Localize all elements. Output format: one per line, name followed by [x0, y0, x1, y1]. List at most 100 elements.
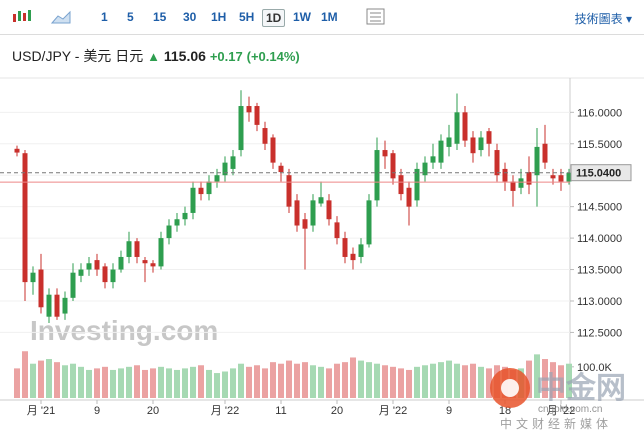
last-price-box	[570, 164, 632, 182]
candle-body	[502, 168, 508, 182]
tools-label[interactable]: 技術圖表	[574, 12, 623, 26]
candle-body	[446, 137, 452, 147]
candle-body	[566, 172, 572, 182]
y-tick-label: 114.5000	[577, 202, 622, 214]
volume-bar	[438, 362, 444, 398]
interval-button[interactable]: 1D	[262, 9, 286, 27]
x-tick-label: 9	[94, 405, 100, 417]
x-tick-label: 月 '22	[379, 405, 407, 417]
volume-bar	[174, 369, 180, 398]
volume-bar	[350, 357, 356, 398]
volume-bar	[126, 366, 132, 398]
volume-bar	[422, 365, 428, 398]
volume-bar	[566, 363, 572, 398]
interval-button[interactable]: 15	[153, 10, 167, 24]
candle-body	[454, 112, 460, 144]
candle-body	[342, 238, 348, 257]
volume-bar	[294, 363, 300, 398]
volume-bar	[358, 360, 364, 398]
volume-bar	[158, 366, 164, 398]
volume-bar	[526, 360, 532, 398]
x-tick-label: 月 '22	[547, 405, 575, 417]
volume-bar	[206, 369, 212, 398]
up-arrow: ▲	[147, 49, 160, 64]
candle-body	[526, 172, 532, 185]
x-tick-label: 20	[147, 405, 159, 417]
volume-bar	[286, 360, 292, 398]
change-pct: (+0.14%)	[246, 49, 300, 64]
y-tick-label: 113.5000	[577, 265, 622, 277]
candle-body	[518, 178, 524, 188]
candle-body	[118, 256, 124, 270]
volume-bar	[214, 373, 220, 398]
volume-bar	[342, 362, 348, 398]
toolbar: 1 5 15 30 1H 5H 1D 1W 1M 技術圖表 ▾	[0, 0, 644, 35]
volume-bar	[190, 366, 196, 398]
interval-button[interactable]: 5	[127, 10, 134, 24]
candle-body	[390, 153, 396, 179]
candle-body	[398, 175, 404, 195]
volume-bar	[46, 359, 52, 398]
candle-body	[174, 219, 180, 226]
volume-tick-label: 100.0K	[577, 362, 613, 374]
candle-body	[134, 241, 140, 257]
x-tick-label: 9	[446, 405, 452, 417]
candle-body	[54, 294, 60, 317]
watermark-slogan: 中文财经新媒体	[500, 416, 612, 431]
candle-body	[142, 260, 148, 264]
volume-bar	[486, 368, 492, 398]
interval-button[interactable]: 5H	[239, 10, 255, 24]
interval-button[interactable]: 1	[101, 10, 108, 24]
candle-body	[382, 150, 388, 157]
interval-button[interactable]: 30	[183, 10, 197, 24]
candle-body	[238, 106, 244, 151]
volume-bar	[134, 365, 140, 398]
candle-body	[494, 150, 500, 176]
volume-bar	[326, 368, 332, 398]
candle-body	[550, 175, 556, 179]
candle-body	[254, 106, 260, 125]
candle-body	[326, 200, 332, 220]
candle-body	[222, 162, 228, 176]
tools-link[interactable]: 技術圖表 ▾	[574, 12, 632, 26]
volume-bar	[238, 363, 244, 398]
chart-type-icons[interactable]	[12, 8, 82, 28]
candle-body	[70, 272, 76, 298]
watermark-brand: Investing.com	[30, 315, 218, 346]
quote-header: USD/JPY - 美元 日元 ▲ 115.06 +0.17 (+0.14%)	[12, 46, 300, 66]
candle-body	[558, 175, 564, 182]
y-tick-label: 115.5000	[577, 139, 622, 151]
candle-body	[438, 140, 444, 163]
volume-bar	[70, 363, 76, 398]
volume-bar	[318, 366, 324, 398]
x-tick-label: 月 '22	[211, 405, 239, 417]
watermark-site-name: 中金网	[536, 371, 626, 405]
interval-button[interactable]: 1M	[321, 10, 338, 24]
volume-bar	[54, 362, 60, 398]
candle-body	[262, 128, 268, 144]
candle-body	[478, 137, 484, 151]
candle-body	[366, 200, 372, 245]
candle-body	[22, 153, 28, 283]
watermark-url: cngold.com.cn	[538, 404, 602, 415]
x-tick-label: 11	[275, 405, 286, 417]
candle-body	[286, 175, 292, 207]
change: +0.17	[209, 49, 243, 64]
volume-bar	[270, 362, 276, 398]
volume-bar	[302, 362, 308, 398]
candle-body	[46, 294, 52, 317]
candle-body	[38, 269, 44, 308]
volume-bar	[310, 365, 316, 398]
candle-body	[462, 112, 468, 141]
candle-body	[230, 156, 236, 169]
candle-body	[270, 137, 276, 163]
volume-bar	[86, 369, 92, 398]
interval-button[interactable]: 1W	[293, 10, 311, 24]
volume-bar	[430, 363, 436, 398]
interval-button[interactable]: 1H	[211, 10, 227, 24]
candle-body	[182, 212, 188, 220]
volume-bar	[14, 368, 20, 398]
indicator-icon[interactable]	[366, 8, 386, 26]
volume-bar	[222, 371, 228, 398]
volume-bar	[254, 365, 260, 398]
